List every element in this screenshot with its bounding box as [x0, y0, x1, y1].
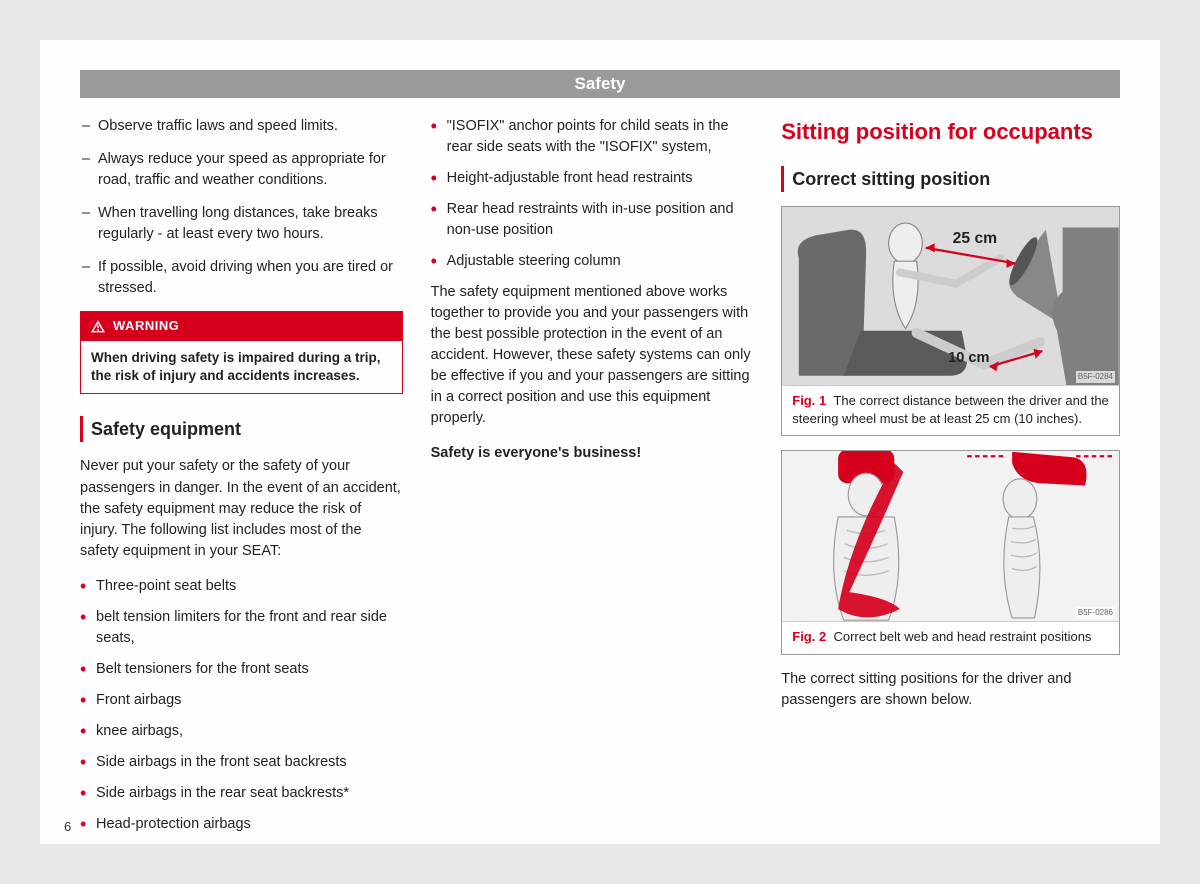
list-item: Adjustable steering column — [431, 251, 754, 272]
column-2: "ISOFIX" anchor points for child seats i… — [431, 116, 754, 845]
safety-slogan: Safety is everyone's business! — [431, 443, 754, 464]
safety-equipment-intro: Never put your safety or the safety of y… — [80, 456, 403, 561]
correct-sitting-heading: Correct sitting position — [781, 166, 1120, 192]
warning-label: WARNING — [113, 317, 179, 336]
manual-page: Safety Observe traffic laws and speed li… — [40, 40, 1160, 844]
figure-2-label: Fig. 2 — [792, 629, 826, 644]
list-item: If possible, avoid driving when you are … — [80, 257, 403, 299]
figure-1-box: 25 cm 10 cm B5F-0284 Fig. 1 The correct … — [781, 206, 1120, 436]
list-item: "ISOFIX" anchor points for child seats i… — [431, 116, 754, 158]
figure-1-caption: Fig. 1 The correct distance between the … — [782, 385, 1119, 435]
warning-header: WARNING — [81, 312, 402, 341]
list-item: Front airbags — [80, 690, 403, 711]
warning-triangle-icon — [91, 320, 105, 334]
page-number: 6 — [64, 819, 71, 834]
figure-2-illustration: B5F-0286 — [782, 451, 1119, 621]
section-title-bar: Safety — [80, 70, 1120, 98]
figure-2-box: B5F-0286 Fig. 2 Correct belt web and hea… — [781, 450, 1120, 655]
figure-2-caption: Fig. 2 Correct belt web and head restrai… — [782, 621, 1119, 654]
list-item: When travelling long distances, take bre… — [80, 203, 403, 245]
list-item: Head-protection airbags — [80, 814, 403, 835]
figure-1-code: B5F-0284 — [1076, 371, 1115, 383]
list-item: Side airbags in the rear seat backrests* — [80, 783, 403, 804]
safety-summary-paragraph: The safety equipment mentioned above wor… — [431, 282, 754, 429]
safety-equipment-list-continued: "ISOFIX" anchor points for child seats i… — [431, 116, 754, 272]
column-layout: Observe traffic laws and speed limits. A… — [80, 116, 1120, 845]
list-item: Side airbags in the front seat backrests — [80, 752, 403, 773]
figure-1-caption-body: The correct distance between the driver … — [792, 393, 1109, 426]
list-item: Observe traffic laws and speed limits. — [80, 116, 403, 137]
warning-box: WARNING When driving safety is impaired … — [80, 311, 403, 394]
figure-2-code: B5F-0286 — [1076, 607, 1115, 619]
warning-text: When driving safety is impaired during a… — [81, 341, 402, 393]
column-3: Sitting position for occupants Correct s… — [781, 116, 1120, 845]
svg-text:10 cm: 10 cm — [948, 350, 989, 366]
driving-tips-list: Observe traffic laws and speed limits. A… — [80, 116, 403, 299]
column-1: Observe traffic laws and speed limits. A… — [80, 116, 403, 845]
svg-text:25 cm: 25 cm — [953, 230, 998, 247]
list-item: Three-point seat belts — [80, 576, 403, 597]
list-item: Rear head restraints with in-use positio… — [431, 199, 754, 241]
sitting-position-after-text: The correct sitting positions for the dr… — [781, 669, 1120, 711]
list-item: Height-adjustable front head restraints — [431, 168, 754, 189]
list-item: belt tension limiters for the front and … — [80, 607, 403, 649]
list-item: knee airbags, — [80, 721, 403, 742]
sitting-position-heading: Sitting position for occupants — [781, 116, 1120, 148]
figure-1-label: Fig. 1 — [792, 393, 826, 408]
safety-equipment-list: Three-point seat belts belt tension limi… — [80, 576, 403, 835]
figure-1-illustration: 25 cm 10 cm B5F-0284 — [782, 207, 1119, 385]
figure-2-caption-body: Correct belt web and head restraint posi… — [833, 629, 1091, 644]
list-item: Belt tensioners for the front seats — [80, 659, 403, 680]
safety-equipment-heading: Safety equipment — [80, 416, 403, 442]
list-item: Always reduce your speed as appropriate … — [80, 149, 403, 191]
